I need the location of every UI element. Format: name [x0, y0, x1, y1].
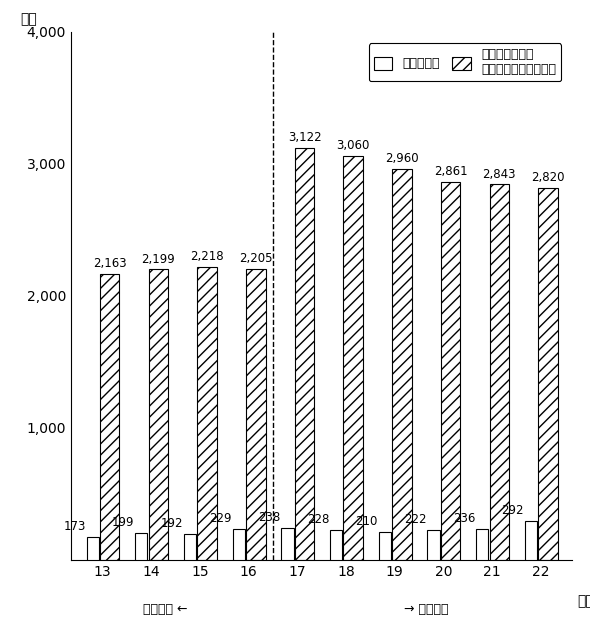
- Text: 238: 238: [258, 511, 280, 524]
- Text: → 新浜松市: → 新浜松市: [404, 603, 448, 616]
- Bar: [330, 530, 342, 560]
- Bar: [87, 537, 99, 560]
- Bar: [441, 182, 460, 560]
- Text: 173: 173: [63, 520, 86, 533]
- Text: 292: 292: [502, 504, 524, 517]
- Text: 旧浜松市 ←: 旧浜松市 ←: [143, 603, 188, 616]
- Text: 228: 228: [307, 513, 329, 525]
- Text: 3,122: 3,122: [288, 131, 322, 144]
- Text: 億円: 億円: [21, 13, 37, 27]
- Text: 2,820: 2,820: [531, 170, 565, 184]
- Bar: [232, 529, 245, 560]
- Bar: [135, 534, 148, 560]
- Bar: [525, 521, 537, 560]
- Bar: [476, 529, 489, 560]
- Bar: [538, 188, 558, 560]
- Bar: [379, 532, 391, 560]
- Text: 210: 210: [355, 515, 378, 528]
- Text: 229: 229: [209, 513, 232, 525]
- Text: 236: 236: [453, 511, 475, 525]
- Bar: [281, 529, 294, 560]
- Text: 2,960: 2,960: [385, 152, 419, 165]
- Bar: [490, 184, 509, 560]
- Text: 192: 192: [160, 517, 183, 530]
- Bar: [343, 156, 363, 560]
- Text: 2,218: 2,218: [191, 250, 224, 263]
- Bar: [100, 274, 120, 560]
- Bar: [295, 148, 314, 560]
- Text: 年度: 年度: [577, 594, 590, 608]
- Bar: [184, 534, 196, 560]
- Text: 222: 222: [404, 513, 427, 527]
- Bar: [392, 169, 412, 560]
- Text: 3,060: 3,060: [336, 139, 370, 152]
- Text: 2,843: 2,843: [483, 167, 516, 181]
- Bar: [427, 530, 440, 560]
- Legend: 市債借入額, 年度末市債残高
（実質的な市債残高）: 市債借入額, 年度末市債残高 （実質的な市債残高）: [369, 43, 561, 81]
- Text: 2,861: 2,861: [434, 165, 467, 178]
- Bar: [246, 268, 266, 560]
- Text: 2,163: 2,163: [93, 258, 127, 270]
- Text: 2,199: 2,199: [142, 252, 175, 265]
- Bar: [149, 270, 168, 560]
- Text: 2,205: 2,205: [239, 252, 273, 265]
- Bar: [198, 267, 217, 560]
- Text: 199: 199: [112, 516, 135, 529]
